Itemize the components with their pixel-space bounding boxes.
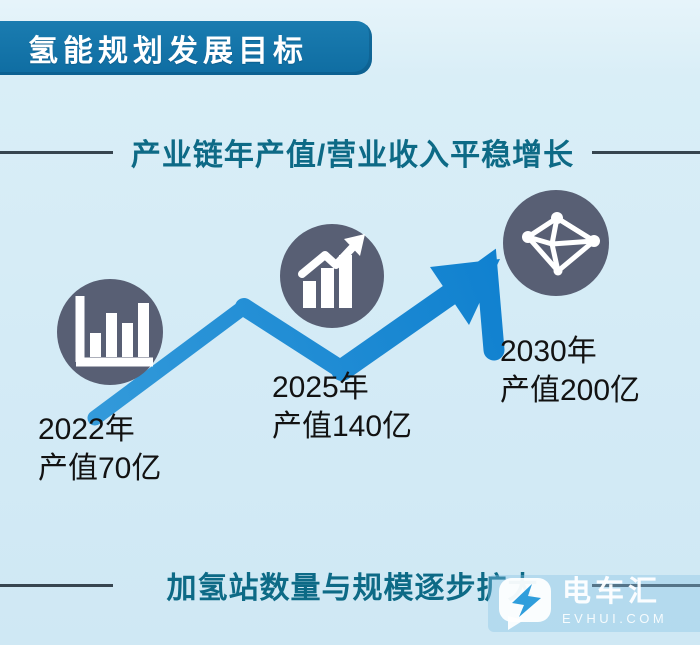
milestone-label-2022: 2022年 产值70亿	[38, 410, 161, 488]
milestone-year: 2022年	[38, 413, 135, 446]
milestone-year: 2025年	[272, 371, 369, 404]
arrow-head	[430, 259, 500, 325]
divider-line	[592, 583, 700, 587]
evhui-logo-icon	[499, 578, 551, 630]
section-heading-stations: 加氢站数量与规模逐步扩大	[0, 568, 700, 605]
milestone-value: 产值140亿	[272, 410, 413, 443]
divider-line	[592, 150, 700, 154]
milestone-icon-trend-up	[280, 224, 384, 328]
milestone-icon-network-3d	[503, 190, 609, 296]
divider-line	[0, 150, 113, 154]
milestone-value: 产值70亿	[38, 452, 162, 485]
milestone-label-2030: 2030年 产值200亿	[500, 332, 640, 410]
watermark-brand: 电车汇	[562, 576, 662, 608]
section-heading-revenue: 产业链年产值/营业收入平稳增长	[0, 135, 700, 172]
milestone-label-2025: 2025年 产值140亿	[272, 368, 412, 446]
milestone-year: 2030年	[500, 335, 597, 368]
milestone-value: 产值200亿	[500, 374, 641, 407]
milestone-icon-bar-chart	[57, 279, 163, 385]
section-title-revenue: 产业链年产值/营业收入平稳增长	[130, 139, 575, 172]
section-title-stations: 加氢站数量与规模逐步扩大	[166, 572, 539, 605]
watermark-text: 电车汇 EVHUI.COM	[562, 576, 667, 626]
watermark-domain: EVHUI.COM	[562, 611, 668, 626]
header-badge: 氢能规划发展目标	[0, 21, 372, 75]
watermark: 电车汇 EVHUI.COM	[488, 572, 700, 636]
growth-arrow	[87, 248, 505, 426]
page-title: 氢能规划发展目标	[28, 35, 308, 68]
divider-line	[0, 583, 113, 587]
